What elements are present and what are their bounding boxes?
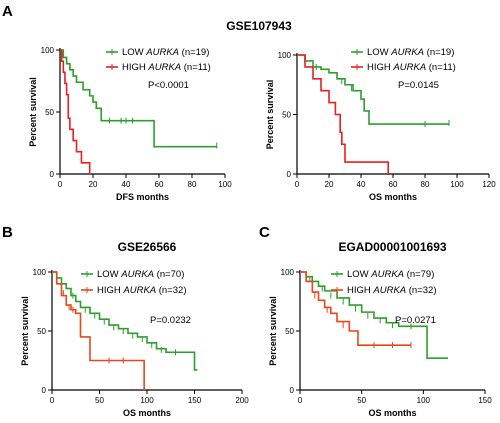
y-tick-label: 50 (37, 327, 46, 336)
x-tick-label: 60 (389, 180, 398, 189)
x-axis-label: DFS months (116, 192, 169, 202)
legend-prefix: HIGH (347, 285, 373, 296)
x-tick-label: 100 (417, 396, 431, 405)
legend-entry: HIGH AURKA (n=11) (122, 62, 211, 73)
p-value: P=0.0232 (150, 315, 191, 326)
x-tick-label: 80 (421, 180, 430, 189)
survival-curve-low (60, 49, 217, 148)
legend-suffix: (n=79) (404, 269, 434, 280)
survival-curve-high (300, 271, 411, 346)
x-axis-label: OS months (123, 408, 171, 418)
legend-prefix: LOW (367, 47, 391, 58)
legend-entry: HIGH AURKA (n=11) (367, 62, 456, 73)
y-tick-label: 100 (278, 51, 292, 60)
survival-curve-low (297, 54, 449, 125)
x-tick-label: 40 (122, 180, 131, 189)
legend-entry: LOW AURKA (n=79) (347, 269, 434, 280)
legend-entry: HIGH AURKA (n=32) (97, 285, 187, 296)
y-tick-label: 50 (282, 111, 291, 120)
legend-gene: AURKA (145, 47, 179, 58)
legend-suffix: (n=11) (181, 62, 211, 73)
y-tick-label: 100 (41, 46, 55, 55)
x-tick-label: 0 (50, 396, 55, 405)
x-tick-label: 50 (95, 396, 104, 405)
x-tick-label: 0 (298, 396, 303, 405)
legend-prefix: LOW (97, 269, 121, 280)
x-tick-label: 100 (218, 180, 232, 189)
y-axis-label: Percent survival (28, 77, 38, 147)
y-tick-label: 0 (287, 170, 292, 179)
legend-gene: AURKA (147, 62, 181, 73)
y-tick-label: 50 (45, 108, 54, 117)
x-tick-label: 100 (450, 180, 464, 189)
km-plot-c-os: EGAD00001001693 0 50 100 0 50 100 150 Percent su… (268, 240, 492, 418)
y-tick-label: 0 (50, 170, 55, 179)
legend-gene: AURKA (370, 269, 404, 280)
x-tick-label: 0 (58, 180, 63, 189)
x-axis-label: OS months (369, 192, 417, 202)
legend-suffix: (n=32) (406, 285, 436, 296)
legend-gene: AURKA (390, 47, 424, 58)
km-plot-a-dfs: 0 50 100 0 20 40 60 80 100 Percent survival DFS mo… (28, 46, 232, 202)
legend-suffix: (n=32) (156, 285, 186, 296)
legend-gene: AURKA (372, 285, 406, 296)
x-tick-label: 100 (140, 396, 154, 405)
legend-suffix: (n=11) (426, 62, 456, 73)
y-tick-label: 0 (290, 386, 295, 395)
legend-entry: HIGH AURKA (n=32) (347, 285, 437, 296)
y-tick-label: 50 (285, 327, 294, 336)
p-value: P=0.0271 (395, 315, 436, 326)
chart-title: EGAD00001001693 (338, 240, 446, 254)
panel-letter-b: B (2, 224, 13, 241)
legend-prefix: HIGH (367, 62, 393, 73)
x-tick-label: 200 (235, 396, 249, 405)
x-tick-label: 20 (89, 180, 98, 189)
legend-prefix: HIGH (122, 62, 148, 73)
y-tick-label: 100 (281, 268, 295, 277)
legend-gene: AURKA (120, 269, 154, 280)
legend-suffix: (n=19) (424, 47, 454, 58)
x-tick-label: 80 (188, 180, 197, 189)
section-a-title: GSE107943 (226, 19, 292, 33)
legend-gene: AURKA (122, 285, 156, 296)
y-axis-label: Percent survival (265, 80, 275, 150)
x-tick-label: 120 (482, 180, 496, 189)
y-tick-label: 100 (33, 268, 47, 277)
chart-title: GSE26566 (118, 240, 177, 254)
p-value: P<0.0001 (148, 80, 189, 91)
km-plot-b-os: GSE26566 0 50 100 0 50 100 150 200 Percent surviv… (20, 240, 249, 418)
x-axis-label: OS months (368, 408, 416, 418)
y-tick-label: 0 (42, 386, 47, 395)
p-value: P=0.0145 (398, 80, 439, 91)
x-tick-label: 150 (478, 396, 492, 405)
legend-entry: LOW AURKA (n=19) (367, 47, 454, 58)
survival-curve-high (297, 54, 389, 174)
panel-letter-c: C (259, 224, 270, 241)
y-axis-label: Percent survival (20, 296, 30, 366)
legend-entry: LOW AURKA (n=19) (122, 47, 209, 58)
legend-suffix: (n=19) (179, 47, 209, 58)
legend-prefix: LOW (347, 269, 371, 280)
legend-suffix: (n=70) (154, 269, 184, 280)
panel-letter-a: A (2, 3, 13, 20)
y-axis-label: Percent survival (268, 296, 278, 366)
x-tick-label: 40 (357, 180, 366, 189)
survival-curve-high (52, 271, 145, 390)
x-tick-label: 20 (325, 180, 334, 189)
x-tick-label: 50 (357, 396, 366, 405)
legend-gene: AURKA (392, 62, 426, 73)
x-tick-label: 60 (155, 180, 164, 189)
km-plot-a-os: 0 50 100 0 20 40 60 80 100 120 Percent survival OS … (265, 47, 496, 202)
x-tick-label: 0 (295, 180, 300, 189)
legend-prefix: HIGH (97, 285, 123, 296)
x-tick-label: 150 (188, 396, 202, 405)
legend-entry: LOW AURKA (n=70) (97, 269, 184, 280)
legend-prefix: LOW (122, 47, 146, 58)
survival-curve-high (60, 49, 91, 174)
